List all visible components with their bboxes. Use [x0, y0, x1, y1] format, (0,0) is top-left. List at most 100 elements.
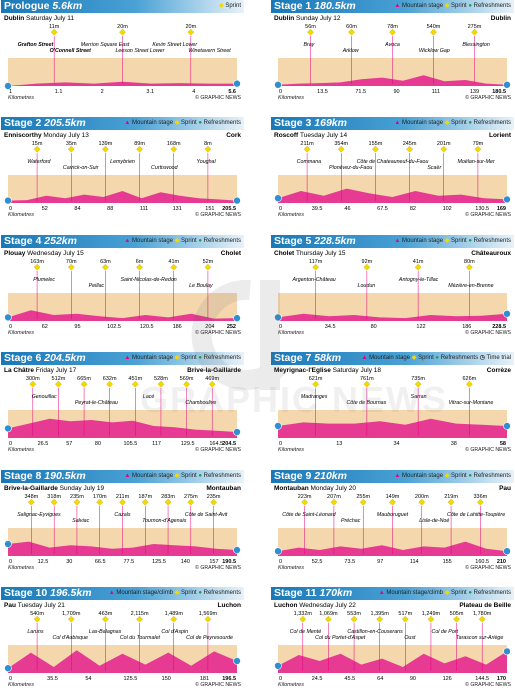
legend: ◆ Sprint — [219, 2, 241, 11]
stage-date: Sunday July 19 — [59, 485, 105, 492]
place-name: Arklow — [342, 48, 360, 54]
altitude-label: 336m — [473, 494, 487, 500]
elevation-profile: 300m 512m 665m 632m 451m 528m 569m 469m Genouill… — [4, 376, 241, 447]
stage-date: Wednesday July 22 — [299, 602, 356, 609]
mountain-legend-label: Mountain stage — [132, 238, 175, 244]
finish-marker — [503, 547, 511, 556]
finish-town: Luchon — [217, 602, 241, 609]
sprint-icon — [170, 615, 178, 623]
sprint-icon — [376, 615, 384, 623]
altitude-label: 283m — [161, 494, 175, 500]
altitude-label: 318m — [47, 494, 61, 500]
km-axis-label: Kilometres — [278, 447, 304, 453]
km-tick-label: 58 — [500, 441, 506, 447]
sprint-icon — [430, 28, 437, 36]
altitude-label: 89m — [134, 141, 145, 147]
stage-title: Stage 6 204.5km — [4, 352, 86, 365]
km-tick-label: 0 — [279, 559, 282, 565]
altitude-label: 168m — [167, 141, 181, 147]
sprint-legend: ◆ Sprint — [174, 355, 199, 361]
km-tick-label: 54 — [85, 676, 91, 682]
place-name: Waterford — [27, 159, 51, 165]
sprint-icon — [312, 380, 319, 388]
stage-panel: Stage 11 170km ▲ Mountain stage/climb ◆ S… — [271, 587, 514, 690]
sprint-icon — [301, 498, 308, 506]
km-tick-label: 0 — [9, 441, 12, 447]
sprint-icon — [330, 498, 338, 506]
altitude-label: 201m — [437, 141, 451, 147]
stage-header: Stage 11 170km ▲ Mountain stage/climb ◆ S… — [271, 587, 514, 600]
km-tick-label: 1 — [9, 89, 12, 95]
stage-date: Thursday July 15 — [296, 250, 346, 257]
place-name: Saint-Nicolas-de-Redon — [121, 277, 177, 283]
sprint-legend-label: Sprint — [418, 355, 436, 361]
km-tick-label: 67.5 — [377, 206, 388, 212]
place-name: Col d'Aspin — [161, 629, 188, 635]
sprint-legend-label: Sprint — [181, 590, 199, 596]
refresh-legend-label: Refreshments — [203, 120, 241, 126]
km-tick-label: 169 — [497, 206, 506, 212]
altitude-label: 761m — [360, 376, 374, 382]
stage-header: Stage 7 58km ▲ Mountain stage ◆ Sprint ● … — [271, 352, 514, 365]
altitude-label: 451m — [128, 376, 142, 382]
sprint-legend: ◆ Sprint — [444, 238, 469, 244]
start-town: Plouay — [4, 250, 28, 257]
stage-panel: Stage 4 252km ▲ Mountain stage ◆ Sprint ●… — [1, 235, 244, 338]
sprint-icon — [478, 615, 486, 623]
mountain-legend: ▲ Mountain stage — [394, 120, 445, 126]
stage-subtitle: Dublin Saturday July 11 — [4, 14, 241, 23]
credit-label: © GRAPHIC NEWS — [465, 682, 511, 688]
place-name: Mézière-en-Brenne — [448, 283, 493, 289]
start-town: Montauban — [274, 485, 311, 492]
altitude-label: 1,780m — [473, 611, 492, 617]
place-name: Côte de Saint-Léonard — [282, 512, 336, 518]
start-marker — [274, 80, 282, 89]
place-name: Youghal — [197, 159, 217, 165]
finish-town: Lorient — [488, 132, 511, 139]
km-axis-label: Kilometres — [278, 212, 304, 218]
sprint-icon — [440, 145, 448, 153]
finish-town: Corrèze — [486, 367, 511, 374]
sprint-legend: ◆ Sprint — [444, 590, 469, 596]
sprint-icon — [414, 380, 422, 388]
altitude-label: 505m — [450, 611, 464, 617]
sprint-icon — [299, 615, 307, 623]
start-town: Roscoff — [274, 132, 300, 139]
sprint-icon — [363, 263, 371, 271]
altitude-label: 6m — [136, 259, 144, 265]
sprint-icon — [453, 615, 460, 623]
stage-distance: 210km — [314, 470, 347, 482]
timetrial-legend: ◷ Time trial — [479, 355, 511, 361]
refresh-legend-label: Refreshments — [203, 238, 241, 244]
start-town: Enniscorthy — [4, 132, 44, 139]
sprint-icon — [204, 615, 212, 623]
altitude-label: 8m — [204, 141, 212, 147]
km-tick-label: 88 — [107, 206, 113, 212]
mountain-legend: ▲ Mountain stage — [124, 355, 175, 361]
place-name: Mauboruguet — [377, 512, 409, 518]
mountain-legend: ▲ Mountain stage — [361, 355, 412, 361]
stage-panel: Stage 1 180.5km ▲ Mountain stage ◆ Sprint… — [271, 0, 514, 103]
stage-header: Stage 2 205.5km ▲ Mountain stage ◆ Sprint… — [1, 117, 244, 130]
legend: ▲ Mountain stage ◆ Sprint ● Refreshments — [394, 2, 511, 11]
altitude-label: 78m — [387, 24, 398, 30]
km-tick-label: 155 — [443, 559, 452, 565]
sprint-legend-label: Sprint — [225, 3, 241, 9]
sprint-legend-label: Sprint — [181, 238, 199, 244]
place-name: Grafton Street — [18, 42, 54, 48]
refresh-legend: ● Refreshments — [198, 473, 241, 479]
altitude-label: 15m — [32, 141, 43, 147]
km-tick-label: 196.5 — [222, 676, 236, 682]
sprint-icon — [157, 380, 165, 388]
sprint-icon — [55, 380, 62, 388]
place-name: Côte de Chateauneuf-du-Faou — [357, 159, 429, 165]
altitude-label: 163m — [30, 259, 44, 265]
altitude-label: 52m — [203, 259, 214, 265]
stage-name: Stage 10 — [4, 587, 51, 599]
elevation-profile: 163m 70m 63m 6m 41m 52m Plumelec Peillac Saint-N… — [4, 259, 241, 330]
elevation-profile: 211m 354m 155m 245m 201m 79m Commana Plonévez-d… — [274, 141, 511, 212]
altitude-label: 512m — [52, 376, 66, 382]
km-tick-label: 82 — [410, 206, 416, 212]
legend: ▲ Mountain stage ◆ Sprint ● Refreshments — [394, 119, 511, 128]
altitude-label: 56m — [305, 24, 316, 30]
